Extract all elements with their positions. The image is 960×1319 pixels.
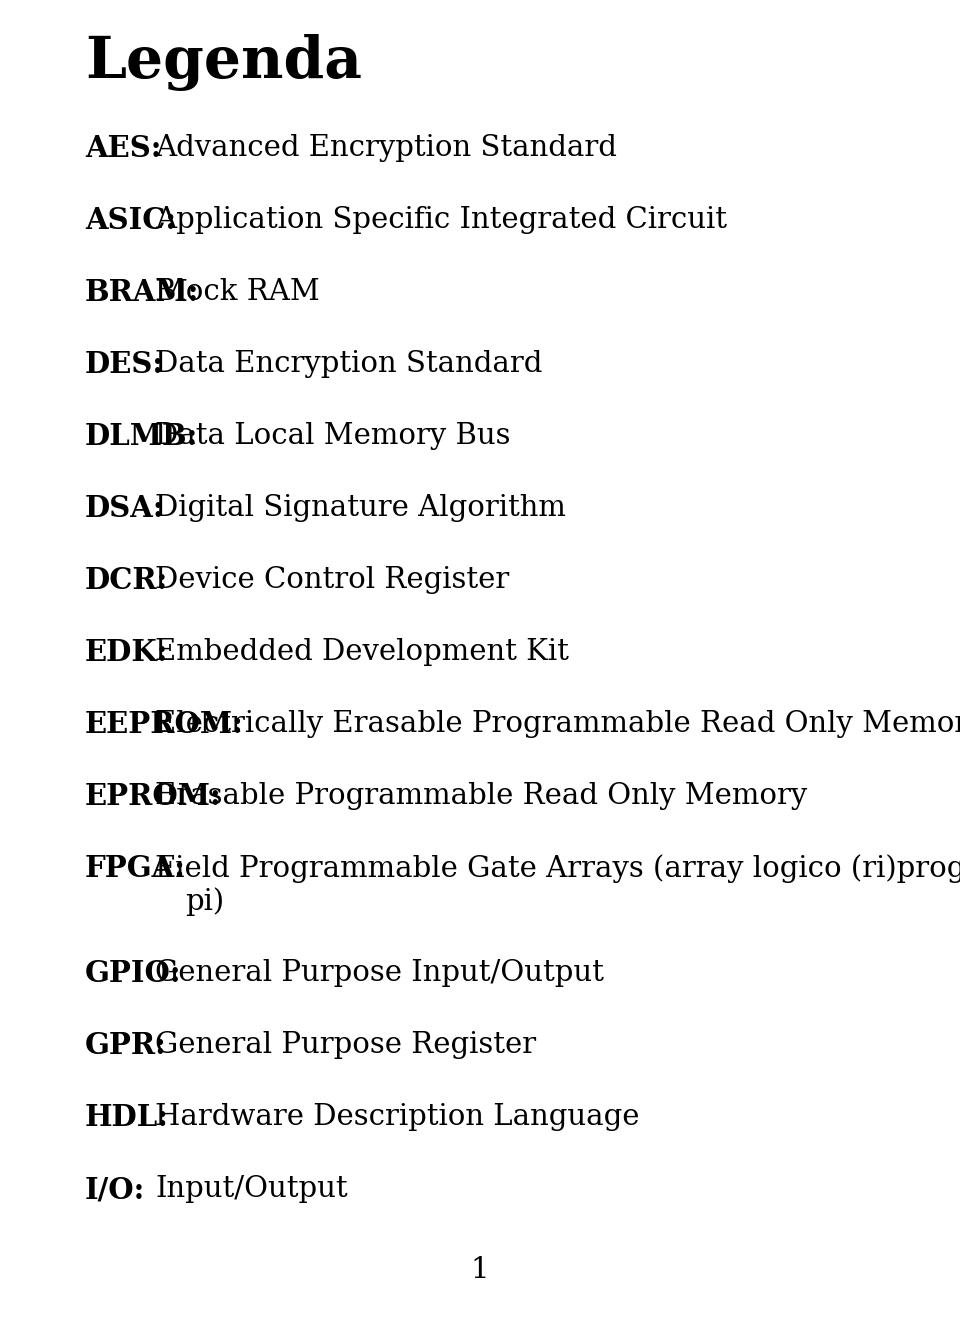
Text: DSA:: DSA: (85, 495, 164, 524)
Text: Device Control Register: Device Control Register (155, 566, 509, 594)
Text: Data Local Memory Bus: Data Local Memory Bus (155, 422, 511, 450)
Text: GPIO:: GPIO: (85, 959, 181, 988)
Text: Advanced Encryption Standard: Advanced Encryption Standard (155, 135, 617, 162)
Text: ASIC:: ASIC: (85, 206, 176, 235)
Text: DCR:: DCR: (85, 566, 168, 595)
Text: EPROM:: EPROM: (85, 782, 222, 811)
Text: General Purpose Register: General Purpose Register (155, 1031, 536, 1059)
Text: Application Specific Integrated Circuit: Application Specific Integrated Circuit (155, 206, 727, 233)
Text: Data Encryption Standard: Data Encryption Standard (155, 350, 542, 379)
Text: Block RAM: Block RAM (155, 278, 320, 306)
Text: Electrically Erasable Programmable Read Only Memory: Electrically Erasable Programmable Read … (155, 710, 960, 739)
Text: Field Programmable Gate Arrays (array logico (ri)programmabile a cam-: Field Programmable Gate Arrays (array lo… (155, 853, 960, 882)
Text: GPR:: GPR: (85, 1031, 167, 1060)
Text: AES:: AES: (85, 135, 161, 164)
Text: FPGA:: FPGA: (85, 853, 186, 882)
Text: General Purpose Input/Output: General Purpose Input/Output (155, 959, 604, 987)
Text: Digital Signature Algorithm: Digital Signature Algorithm (155, 495, 565, 522)
Text: DLMB:: DLMB: (85, 422, 199, 451)
Text: Embedded Development Kit: Embedded Development Kit (155, 638, 569, 666)
Text: EEPROM:: EEPROM: (85, 710, 244, 739)
Text: DES:: DES: (85, 350, 164, 379)
Text: EDK:: EDK: (85, 638, 169, 667)
Text: BRAM:: BRAM: (85, 278, 200, 307)
Text: pi): pi) (185, 886, 224, 915)
Text: Erasable Programmable Read Only Memory: Erasable Programmable Read Only Memory (155, 782, 807, 810)
Text: I/O:: I/O: (85, 1175, 145, 1204)
Text: HDL:: HDL: (85, 1103, 169, 1132)
Text: Legenda: Legenda (85, 34, 362, 91)
Text: Input/Output: Input/Output (155, 1175, 348, 1203)
Text: 1: 1 (470, 1256, 490, 1283)
Text: Hardware Description Language: Hardware Description Language (155, 1103, 639, 1130)
